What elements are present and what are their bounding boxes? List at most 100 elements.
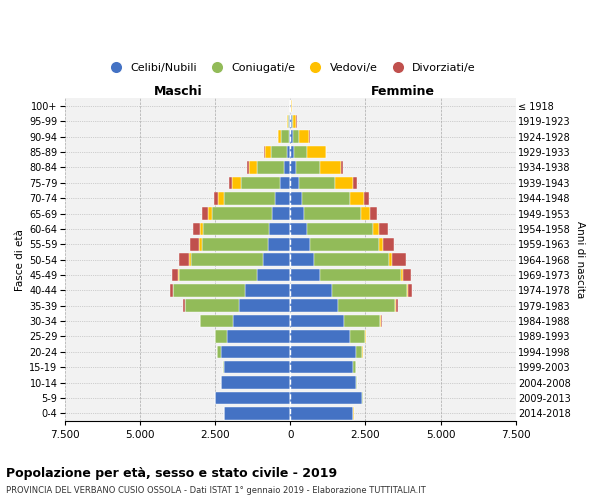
Bar (299, 130, 309, 143)
Bar (245, 284, 290, 296)
Bar (214, 192, 218, 204)
Bar (290, 284, 332, 296)
Bar (221, 376, 290, 389)
Bar (294, 146, 307, 158)
Bar (227, 330, 290, 343)
Bar (379, 238, 383, 250)
Bar (203, 222, 269, 235)
Bar (290, 330, 350, 343)
Bar (290, 300, 338, 312)
Bar (353, 361, 356, 374)
Bar (338, 300, 395, 312)
Bar (200, 315, 233, 328)
Bar (290, 192, 302, 204)
Bar (232, 176, 241, 189)
Bar (299, 176, 335, 189)
Bar (247, 161, 249, 174)
Bar (290, 222, 307, 235)
Legend: Celibi/Nubili, Coniugati/e, Vedovi/e, Divorziati/e: Celibi/Nubili, Coniugati/e, Vedovi/e, Di… (100, 58, 481, 78)
Bar (291, 100, 292, 112)
Bar (290, 407, 353, 420)
Bar (224, 192, 275, 204)
Bar (284, 161, 290, 174)
Bar (292, 115, 293, 128)
Bar (361, 208, 370, 220)
Bar (200, 222, 203, 235)
Bar (257, 268, 290, 281)
Bar (356, 346, 362, 358)
Bar (290, 346, 356, 358)
Bar (290, 238, 310, 250)
Bar (275, 192, 290, 204)
Bar (215, 330, 227, 343)
Bar (241, 176, 280, 189)
Bar (264, 146, 265, 158)
Bar (265, 146, 271, 158)
Bar (212, 208, 272, 220)
Bar (370, 208, 377, 220)
Bar (263, 254, 290, 266)
Bar (290, 146, 294, 158)
Bar (409, 284, 412, 296)
Bar (407, 284, 409, 296)
Bar (287, 146, 290, 158)
Bar (281, 130, 289, 143)
Bar (224, 407, 290, 420)
Bar (335, 176, 353, 189)
Bar (290, 176, 299, 189)
Bar (302, 192, 350, 204)
Text: Maschi: Maschi (154, 86, 202, 98)
Bar (401, 268, 403, 281)
Bar (223, 361, 224, 374)
Bar (341, 161, 343, 174)
Bar (179, 254, 190, 266)
Bar (364, 192, 370, 204)
Bar (290, 361, 353, 374)
Bar (314, 254, 389, 266)
Bar (178, 268, 179, 281)
Bar (310, 238, 379, 250)
Bar (173, 284, 245, 296)
Bar (373, 222, 379, 235)
Bar (353, 176, 357, 189)
Bar (307, 146, 326, 158)
Bar (271, 146, 287, 158)
Bar (185, 300, 239, 312)
Bar (239, 300, 290, 312)
Bar (202, 238, 268, 250)
Bar (403, 268, 411, 281)
Bar (320, 268, 401, 281)
Bar (383, 238, 394, 250)
Bar (290, 376, 356, 389)
Bar (217, 346, 221, 358)
Bar (290, 254, 314, 266)
Bar (389, 254, 392, 266)
Bar (184, 300, 185, 312)
Bar (208, 208, 212, 220)
Bar (290, 392, 362, 404)
Bar (224, 361, 290, 374)
Bar (392, 254, 406, 266)
Bar (170, 284, 173, 296)
Bar (290, 315, 344, 328)
Y-axis label: Fasce di età: Fasce di età (15, 228, 25, 290)
Bar (290, 161, 296, 174)
Bar (304, 208, 361, 220)
Bar (191, 254, 263, 266)
Bar (350, 330, 365, 343)
Bar (290, 268, 320, 281)
Bar (278, 130, 281, 143)
Bar (215, 392, 290, 404)
Bar (287, 115, 289, 128)
Bar (269, 222, 290, 235)
Bar (218, 192, 224, 204)
Bar (199, 238, 202, 250)
Bar (190, 238, 199, 250)
Bar (257, 161, 284, 174)
Bar (289, 115, 290, 128)
Bar (290, 130, 293, 143)
Bar (233, 315, 290, 328)
Bar (268, 238, 290, 250)
Bar (296, 161, 320, 174)
Bar (350, 192, 364, 204)
